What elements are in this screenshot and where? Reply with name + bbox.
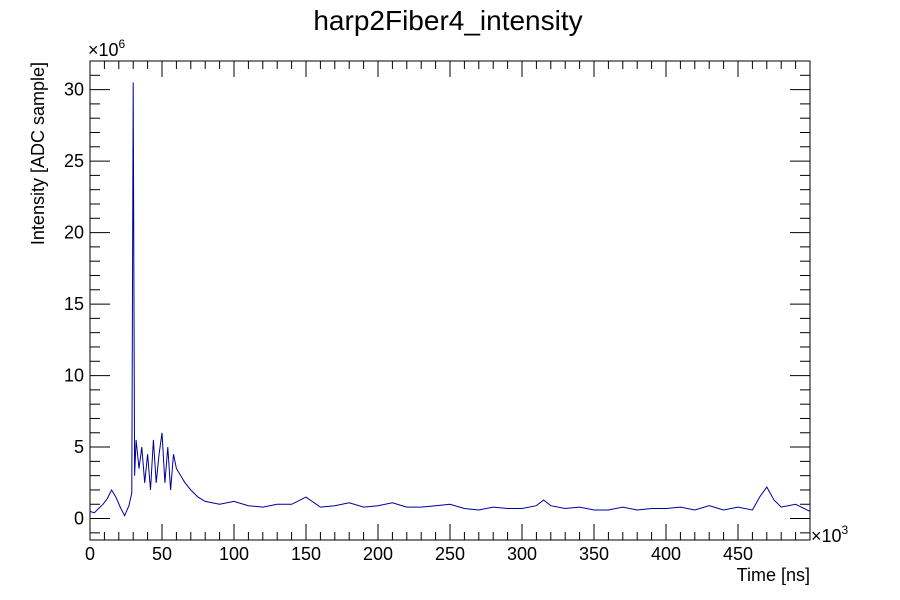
x-tick-label: 300 xyxy=(507,544,537,564)
y-axis-tick-labels: 0 5 10 15 20 25 30 xyxy=(64,80,84,529)
y-tick-label: 25 xyxy=(64,151,84,171)
x-axis-tick-labels: 0 50 100 150 200 250 300 350 400 450 xyxy=(85,544,753,564)
x-tick-label: 400 xyxy=(651,544,681,564)
series-line xyxy=(89,82,811,517)
x-axis-multiplier: ×103 xyxy=(811,523,849,546)
y-tick-label: 5 xyxy=(74,437,84,457)
x-multiplier-exponent: 3 xyxy=(842,523,849,537)
y-tick-label: 20 xyxy=(64,223,84,243)
x-tick-label: 0 xyxy=(85,544,95,564)
plot-frame xyxy=(89,60,811,541)
x-tick-label: 50 xyxy=(152,544,172,564)
x-tick-label: 100 xyxy=(219,544,249,564)
x-tick-label: 350 xyxy=(579,544,609,564)
y-tick-label: 0 xyxy=(74,509,84,529)
y-multiplier-base: ×10 xyxy=(88,40,119,60)
y-multiplier-exponent: 6 xyxy=(119,37,126,51)
x-tick-label: 250 xyxy=(435,544,465,564)
x-axis-ticks xyxy=(89,61,811,540)
chart-title: harp2Fiber4_intensity xyxy=(313,5,582,36)
x-tick-label: 150 xyxy=(291,544,321,564)
x-multiplier-base: ×10 xyxy=(811,526,842,546)
y-tick-label: 15 xyxy=(64,294,84,314)
y-tick-label: 30 xyxy=(64,80,84,100)
x-tick-label: 200 xyxy=(363,544,393,564)
y-axis-title: Intensity [ADC sample] xyxy=(28,62,48,245)
y-tick-label: 10 xyxy=(64,366,84,386)
y-axis-multiplier: ×106 xyxy=(88,37,126,60)
x-axis-title: Time [ns] xyxy=(737,565,810,585)
x-tick-label: 450 xyxy=(723,544,753,564)
y-axis-ticks xyxy=(90,60,810,534)
